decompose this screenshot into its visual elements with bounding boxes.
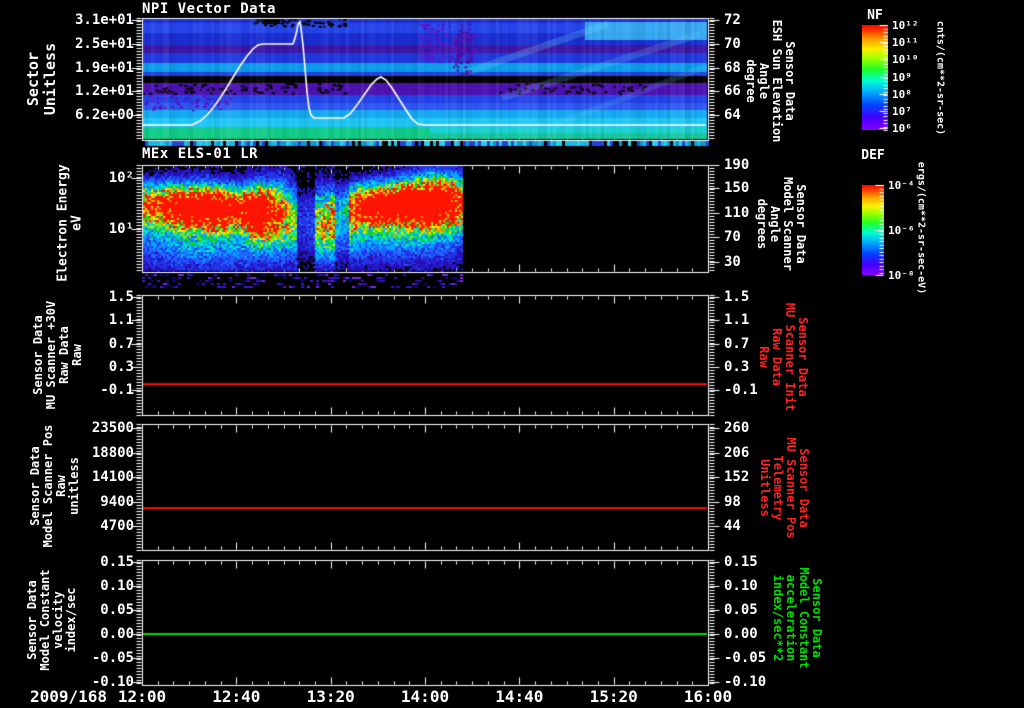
y-axis-label-els: Electron Energy eV bbox=[55, 164, 85, 282]
label-line: Raw Data bbox=[770, 328, 784, 386]
label-line: degrees bbox=[755, 198, 769, 250]
label-line: acceleration bbox=[784, 574, 798, 662]
label-line: Electron Energy bbox=[55, 164, 71, 282]
right-axis-label-sun-elevation: Sensor Data ESH Sun Elevation Angle degr… bbox=[744, 19, 797, 143]
label-line: Unitless bbox=[758, 459, 772, 517]
label-line: Telemetry bbox=[771, 455, 785, 521]
label-line: index/sec bbox=[64, 587, 78, 653]
colorbar-def-title: DEF bbox=[861, 148, 885, 163]
right-axis-label-scanner-angle: Sensor Data Model Scanner Angle degrees bbox=[755, 177, 808, 271]
panel-els-title: MEx ELS-01 LR bbox=[142, 146, 259, 162]
y-axis-label-scanner-pos: Sensor Data Model Scanner Pos Raw unitle… bbox=[28, 425, 81, 548]
label-line: Unitless bbox=[41, 42, 59, 116]
label-line: Raw bbox=[70, 344, 84, 366]
label-line: Sensor Data bbox=[783, 41, 797, 121]
label-line: Angle bbox=[768, 205, 782, 243]
label-line: Angle bbox=[757, 62, 771, 100]
colorbar-nf-title: NF bbox=[867, 8, 883, 23]
label-line: Sector bbox=[24, 51, 42, 107]
x-axis-date: 2009/168 bbox=[30, 687, 108, 706]
label-line: Sensor Data bbox=[794, 184, 808, 264]
colorbar-nf-unit: cnts/(cm**2-sr-sec) bbox=[934, 20, 946, 136]
panel-npi-title: NPI Vector Data bbox=[142, 1, 276, 17]
label-line: unitless bbox=[67, 457, 81, 515]
label-line: MU Scanner Pos bbox=[784, 437, 798, 539]
label-line: Sensor Data bbox=[796, 317, 810, 397]
colorbar-def-unit: ergs/(cm**2-sr-sec-eV) bbox=[915, 161, 927, 295]
y-axis-label-mu30v: Sensor Data MU Scanner +30V Raw Data Raw bbox=[31, 301, 84, 409]
y-axis-label-npi: Sector Unitless bbox=[24, 42, 59, 116]
label-line: ESH Sun Elevation bbox=[770, 19, 784, 143]
label-line: eV bbox=[69, 215, 84, 231]
label-line: Model Constant bbox=[797, 567, 811, 669]
y-axis-label-velocity: Sensor Data Model Constant velocity inde… bbox=[25, 569, 78, 670]
right-axis-label-scanner-init: Sensor Data MU Scanner Init Raw Data Raw bbox=[757, 302, 810, 412]
label-line: Sensor Data bbox=[797, 448, 811, 528]
label-line: Model Scanner bbox=[781, 177, 795, 271]
label-line: Sensor Data bbox=[810, 578, 824, 658]
label-line: degree bbox=[744, 59, 758, 103]
right-axis-label-scanner-telemetry: Sensor Data MU Scanner Pos Telemetry Uni… bbox=[758, 437, 811, 539]
label-line: Raw bbox=[757, 346, 771, 368]
label-line: MU Scanner Init bbox=[783, 302, 797, 412]
right-axis-label-acceleration: Sensor Data Model Constant acceleration … bbox=[771, 567, 824, 669]
label-line: index/sec**2 bbox=[771, 574, 785, 662]
